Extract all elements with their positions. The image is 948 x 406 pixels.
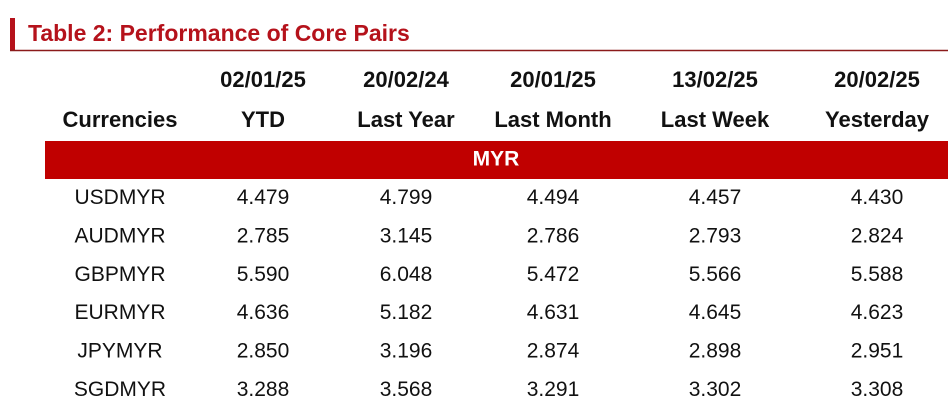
cell-value: 4.799 — [380, 186, 433, 209]
cell-value: 2.898 — [689, 340, 742, 363]
row-label: AUDMYR — [74, 224, 165, 247]
section-name: MYR — [473, 148, 520, 171]
cell-value: 2.824 — [851, 224, 904, 247]
cell-value: 2.951 — [851, 340, 904, 363]
column-label: Currencies — [63, 107, 178, 132]
title-accent — [10, 18, 15, 50]
cell-value: 3.302 — [689, 378, 742, 401]
cell-value: 4.645 — [689, 301, 742, 324]
cell-value: 3.145 — [380, 224, 433, 247]
column-label: Last Year — [357, 107, 455, 132]
cell-value: 4.430 — [851, 186, 904, 209]
cell-value: 5.566 — [689, 263, 742, 286]
cell-value: 2.785 — [237, 224, 290, 247]
row-label: EURMYR — [74, 301, 165, 324]
cell-value: 5.590 — [237, 263, 290, 286]
row-label: SGDMYR — [74, 378, 166, 401]
column-label: YTD — [241, 107, 285, 132]
column-label: Last Week — [661, 107, 770, 132]
cell-value: 2.786 — [527, 224, 580, 247]
row-label: GBPMYR — [74, 263, 165, 286]
cell-value: 4.636 — [237, 301, 290, 324]
column-label: Last Month — [494, 107, 611, 132]
cell-value: 5.472 — [527, 263, 580, 286]
cell-value: 4.631 — [527, 301, 580, 324]
column-date: 13/02/25 — [672, 67, 758, 92]
column-label: Yesterday — [825, 107, 930, 132]
section-band — [45, 141, 948, 179]
cell-value: 3.288 — [237, 378, 290, 401]
cell-value: 3.308 — [851, 378, 904, 401]
cell-value: 4.479 — [237, 186, 290, 209]
row-label: JPYMYR — [77, 340, 162, 363]
cell-value: 2.874 — [527, 340, 580, 363]
cell-value: 4.623 — [851, 301, 904, 324]
column-date: 20/02/24 — [363, 67, 449, 92]
table-title: Table 2: Performance of Core Pairs — [28, 20, 410, 46]
cell-value: 5.588 — [851, 263, 904, 286]
cell-value: 3.568 — [380, 378, 433, 401]
cell-value: 3.291 — [527, 378, 580, 401]
cell-value: 5.182 — [380, 301, 433, 324]
cell-value: 4.494 — [527, 186, 580, 209]
column-date: 20/01/25 — [510, 67, 596, 92]
column-date: 02/01/25 — [220, 67, 306, 92]
cell-value: 4.457 — [689, 186, 742, 209]
cell-value: 2.850 — [237, 340, 290, 363]
cell-value: 3.196 — [380, 340, 433, 363]
row-label: USDMYR — [74, 186, 165, 209]
cell-value: 2.793 — [689, 224, 742, 247]
cell-value: 6.048 — [380, 263, 433, 286]
column-date: 20/02/25 — [834, 67, 920, 92]
